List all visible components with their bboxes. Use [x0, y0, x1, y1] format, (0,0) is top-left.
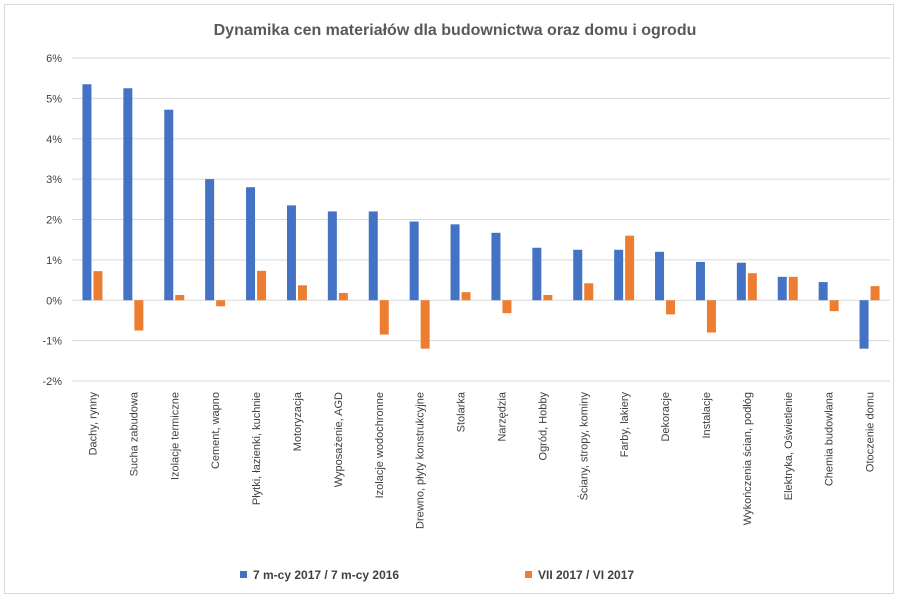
bar-series1	[286, 205, 296, 301]
bar-series2	[625, 235, 635, 301]
bar-series1	[205, 179, 215, 301]
bar-series2	[543, 295, 553, 301]
x-tick-label: Ogród, Hobby	[537, 392, 549, 461]
bar-series2	[747, 273, 757, 301]
x-tick-label: Farby, lakiery	[619, 392, 631, 458]
y-tick-label: 1%	[46, 255, 62, 267]
bar-series2	[502, 300, 512, 314]
bar-series2	[461, 292, 471, 301]
x-axis: Dachy, rynny Sucha zabudowa Izolacje termi…	[87, 391, 876, 529]
bar-series2	[788, 276, 798, 301]
bar-series2	[257, 270, 267, 301]
bar-series2	[870, 286, 880, 301]
x-tick-label: Elektryka, Oświetlenie	[783, 392, 795, 500]
legend-label: 7 m-cy 2017 / 7 m-cy 2016	[253, 568, 399, 582]
y-tick-label: 3%	[46, 174, 62, 186]
bar-series1	[695, 261, 705, 301]
y-axis: -2% -1% 0% 1% 2% 3% 4% 5% 6%	[42, 53, 62, 388]
x-tick-label: Dekoracje	[660, 392, 672, 442]
y-tick-label: -2%	[42, 376, 62, 388]
bar-series1	[655, 251, 665, 301]
bar-series1	[450, 224, 460, 301]
bar-series2	[338, 292, 348, 301]
bar-series1	[736, 262, 746, 301]
bar-series1	[777, 276, 787, 301]
y-tick-label: 0%	[46, 295, 62, 307]
x-tick-label: Płytki, łazienki, kuchnie	[251, 392, 263, 505]
bar-series2	[297, 285, 307, 301]
x-tick-label: Narzędzia	[496, 391, 508, 441]
legend-swatch	[240, 571, 247, 578]
y-tick-label: -1%	[42, 336, 62, 348]
bar-series2	[666, 300, 676, 315]
x-tick-label: Wykończenia ścian, podłóg	[742, 392, 754, 525]
bar-series2	[93, 271, 103, 301]
legend: 7 m-cy 2017 / 7 m-cy 2016 VII 2017 / VI 2…	[240, 568, 634, 582]
bar-series1	[532, 247, 542, 301]
bar-series1	[246, 187, 256, 301]
bar-series1	[614, 249, 624, 301]
x-tick-label: Izolacje wodochronne	[374, 392, 386, 498]
gridlines	[72, 57, 890, 382]
y-tick-label: 6%	[46, 53, 62, 65]
chart-title: Dynamika cen materiałów dla budownictwa …	[214, 22, 697, 39]
x-tick-label: Wyposażenie, AGD	[333, 392, 345, 487]
bars	[82, 84, 880, 349]
x-tick-label: Stolarka	[456, 391, 468, 432]
y-tick-label: 4%	[46, 134, 62, 146]
x-tick-label: Dachy, rynny	[87, 392, 99, 456]
bar-series1	[164, 109, 174, 301]
legend-swatch	[525, 571, 532, 578]
bar-series1	[859, 300, 869, 349]
x-tick-label: Otoczenie domu	[865, 392, 877, 472]
bar-series2	[134, 300, 144, 331]
bar-series1	[491, 232, 501, 301]
bar-series2	[584, 283, 594, 301]
x-tick-label: Izolacje termiczne	[169, 392, 181, 480]
bar-series2	[216, 300, 226, 307]
bar-series1	[82, 84, 92, 301]
bar-series1	[368, 211, 378, 301]
y-tick-label: 2%	[46, 215, 62, 227]
bar-series1	[573, 249, 583, 301]
bar-series1	[818, 282, 828, 301]
x-tick-label: Motoryzacja	[292, 391, 304, 451]
bar-series1	[327, 211, 337, 301]
bar-series1	[409, 221, 419, 301]
x-tick-label: Drewno, płyty konstrukcyjne	[415, 392, 427, 529]
y-tick-label: 5%	[46, 93, 62, 105]
x-tick-label: Sucha zabudowa	[128, 391, 140, 476]
x-tick-label: Ściany, stropy, kominy	[577, 392, 590, 501]
x-tick-label: Chemia budowlana	[824, 391, 836, 486]
bar-series2	[829, 300, 839, 312]
legend-label: VII 2017 / VI 2017	[538, 568, 634, 582]
x-tick-label: Instalacje	[701, 392, 713, 438]
x-tick-label: Cement, wapno	[210, 392, 222, 469]
bar-series2	[706, 300, 716, 333]
bar-series2	[420, 300, 430, 349]
bar-series1	[123, 88, 133, 301]
bar-series2	[379, 300, 389, 335]
bar-series2	[175, 295, 185, 301]
